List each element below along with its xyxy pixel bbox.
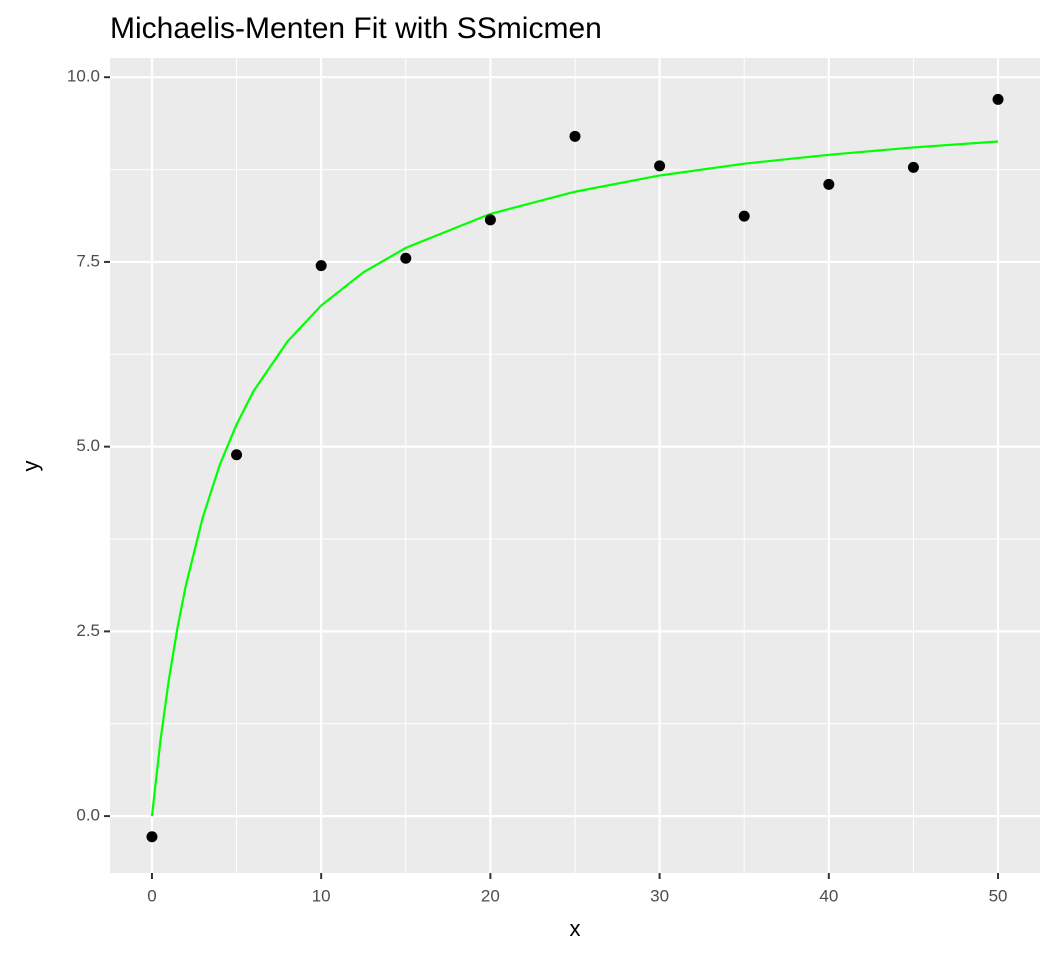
point [823, 178, 835, 190]
point [315, 260, 327, 272]
x-tick-label: 30 [650, 886, 669, 905]
grid [110, 58, 1040, 873]
point [231, 449, 243, 461]
point [654, 160, 666, 172]
point [907, 161, 919, 173]
x-tick-label: 50 [989, 886, 1008, 905]
y-tick-label: 2.5 [76, 621, 100, 640]
y-tick-label: 0.0 [76, 806, 100, 825]
point [400, 252, 412, 264]
y-axis-label: y [18, 461, 43, 472]
marks [146, 93, 1004, 843]
y-tick-label: 10.0 [67, 67, 100, 86]
x-tick-label: 0 [147, 886, 156, 905]
point [992, 93, 1004, 105]
x-tick-label: 10 [312, 886, 331, 905]
point [738, 210, 750, 222]
y-tick-label: 7.5 [76, 251, 100, 270]
x-axis-label: x [570, 916, 581, 941]
chart-title: Michaelis-Menten Fit with SSmicmen [110, 12, 602, 45]
point [146, 831, 158, 843]
point [569, 130, 581, 142]
y-tick-label: 5.0 [76, 436, 100, 455]
x-tick-label: 20 [481, 886, 500, 905]
fit-line [150, 140, 999, 817]
x-tick-label: 40 [819, 886, 838, 905]
point [484, 214, 496, 226]
